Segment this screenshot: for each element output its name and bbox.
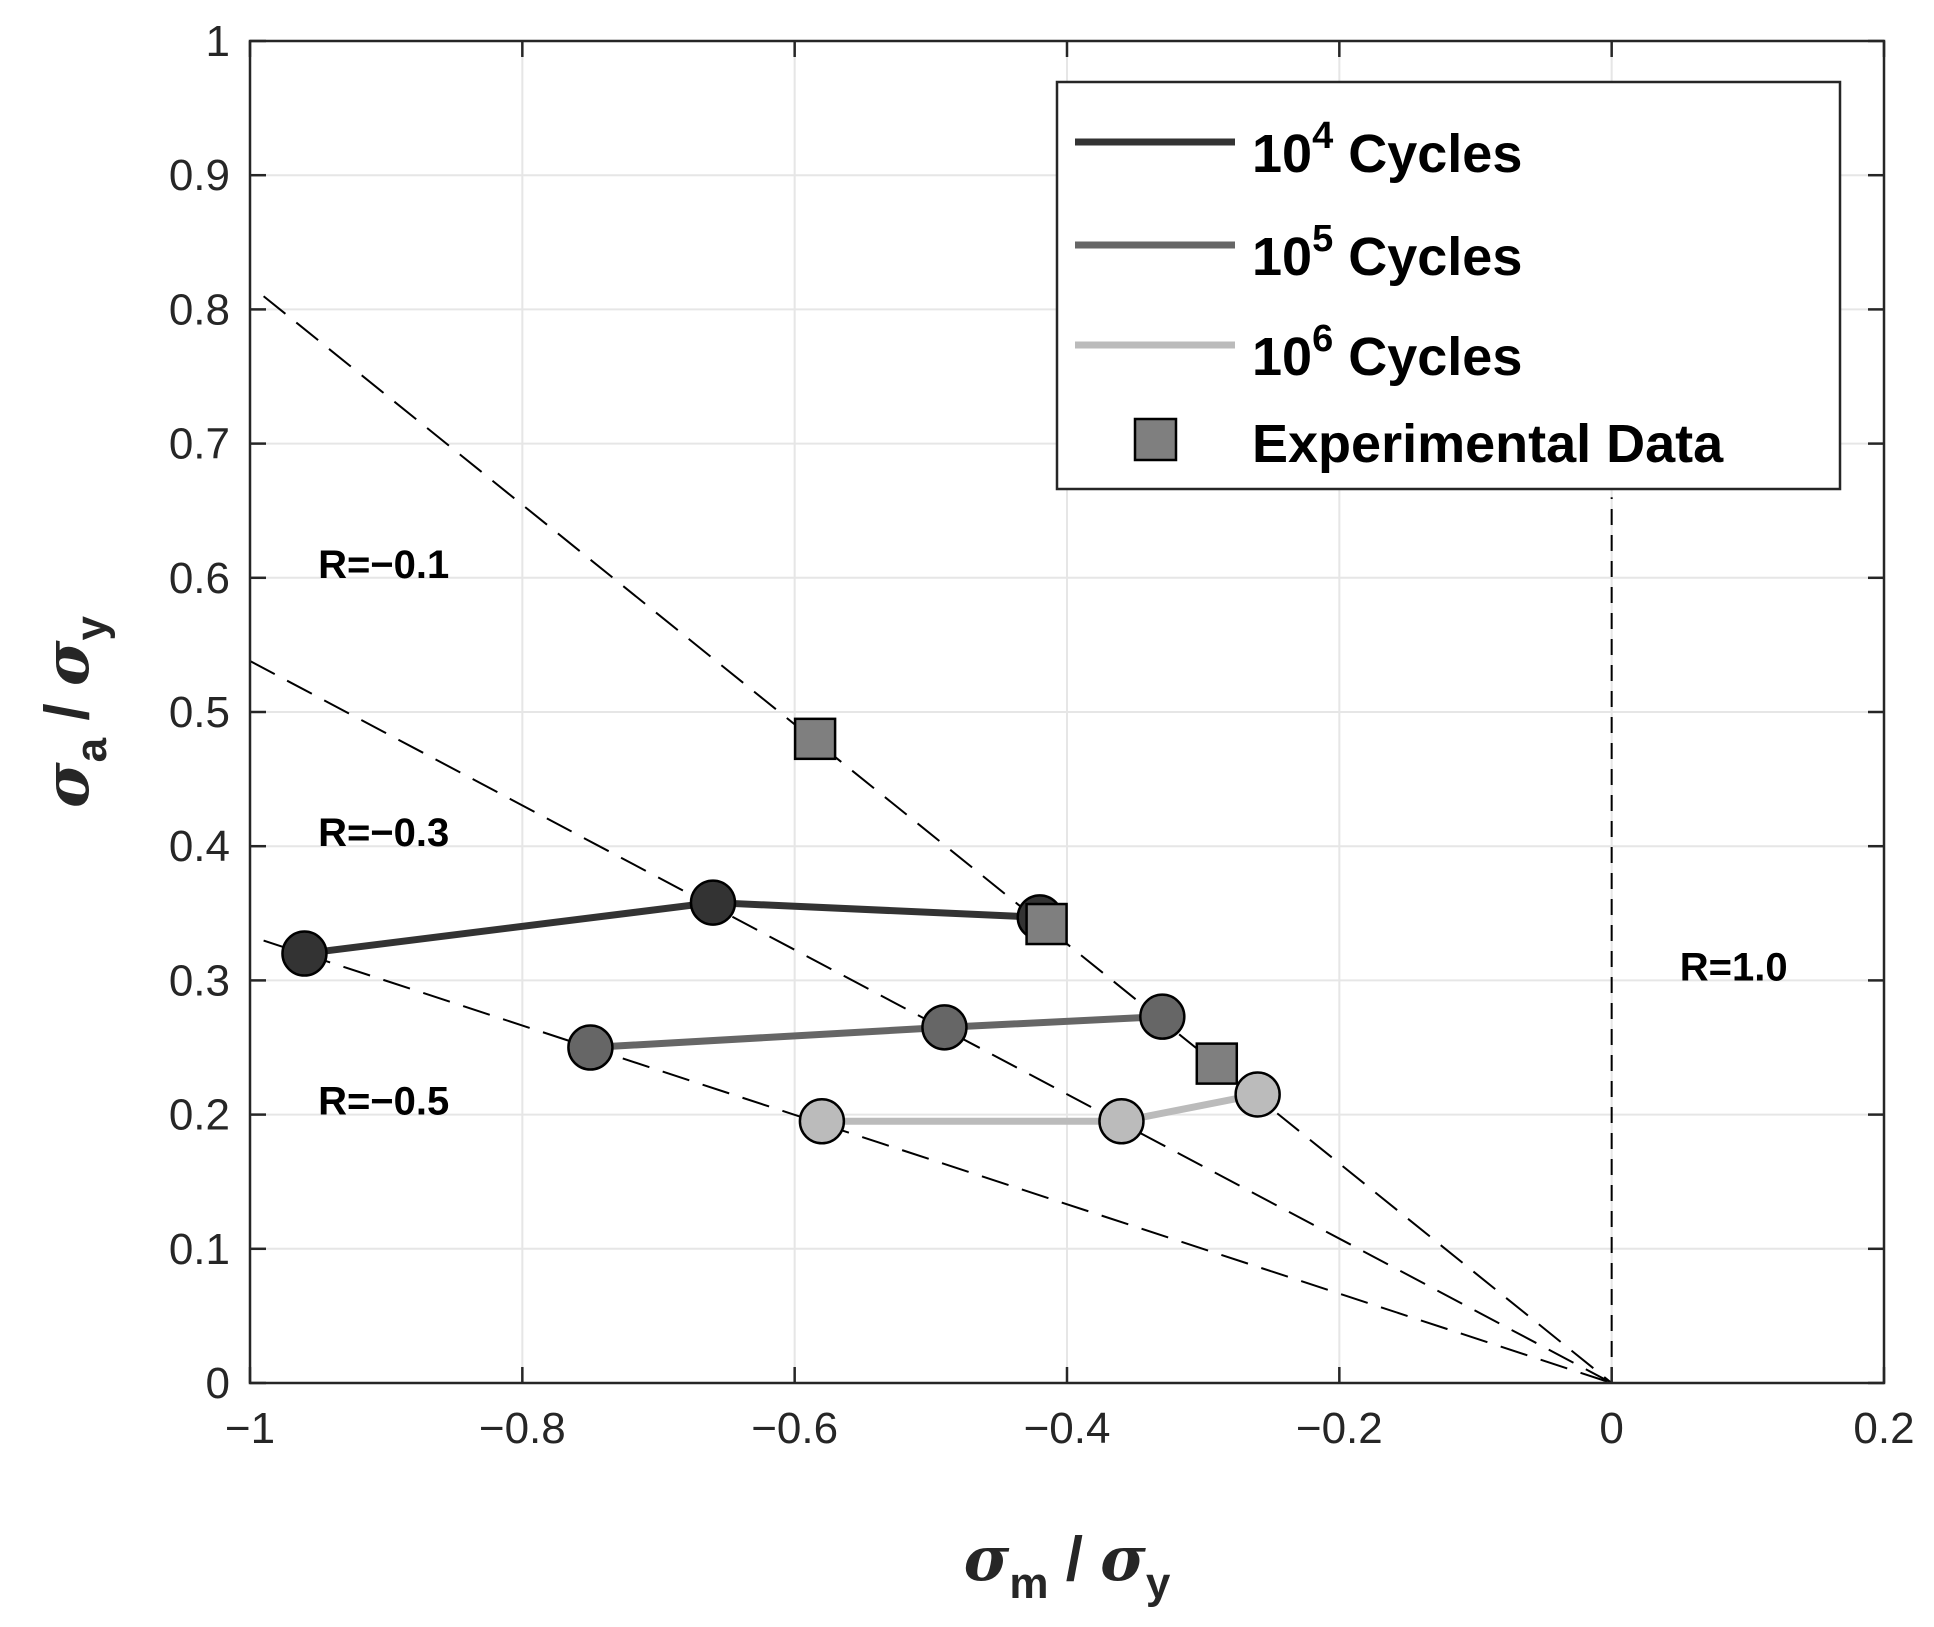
legend-suffix-10e4: Cycles [1333,124,1522,184]
y-axis-label: σa / σy [30,615,116,808]
x-tick-label: 0 [1599,1404,1623,1453]
x-label-sub: m [1009,1559,1048,1608]
ticks: −1 −0.8 −0.6 −0.4 −0.2 0 0.2 0 0.1 0.2 0.3 0.4 0.5 0.… [169,17,1915,1453]
reference-line-label: R=−0.3 [318,811,449,855]
x-label-sub2: y [1146,1559,1171,1608]
y-label-sub2: y [67,615,116,640]
y-tick-label: 0.4 [169,822,230,871]
reference-line [262,295,1613,1384]
series-point [567,1024,614,1071]
y-tick-label: 0.2 [169,1091,230,1140]
experimental-point [1195,1042,1239,1085]
series-point [281,930,328,977]
y-tick-label: 1 [206,17,230,66]
legend-exp-10e6: 6 [1312,318,1333,360]
y-tick-label: 0.5 [169,688,230,737]
legend-suffix-10e5: Cycles [1333,227,1522,287]
legend: 104 Cycles 105 Cycles 106 Cycles Experim… [1055,80,1842,491]
y-tick-label: 0.7 [169,420,230,469]
y-label-symbol: σ [30,762,103,808]
annotations: R=−0.1 R=−0.3 R=−0.5 R=1.0 [318,543,1788,1124]
series [281,879,1281,1145]
y-tick-label: 0 [206,1359,230,1408]
experimental-point [1025,902,1068,946]
legend-box [1055,80,1842,491]
reference-line-label: R=−0.5 [318,1080,449,1124]
series-point [1098,1098,1145,1145]
legend-label-10e5: 105 Cycles [1252,218,1522,287]
reference-line [263,939,1612,1384]
legend-marker-experimental [1133,417,1178,462]
x-tick-label: −0.4 [1024,1404,1111,1453]
legend-exp-10e5: 5 [1312,218,1333,260]
legend-label-10e6: 106 Cycles [1252,318,1522,387]
x-label-sep: / [1048,1525,1100,1594]
legend-base-10e4: 10 [1252,124,1312,184]
legend-base-10e5: 10 [1252,227,1312,287]
legend-base-10e6: 10 [1252,327,1312,387]
y-tick-label: 0.8 [169,285,230,334]
x-tick-label: 0.2 [1853,1404,1914,1453]
y-tick-label: 0.1 [169,1225,230,1274]
x-tick-label: −0.8 [479,1404,566,1453]
legend-suffix-10e6: Cycles [1333,327,1522,387]
y-tick-label: 0.9 [169,151,230,200]
experimental-data [793,717,1239,1085]
series-point [798,1098,846,1145]
x-tick-label: −0.6 [751,1404,838,1453]
reference-line-label: R=1.0 [1680,945,1788,989]
x-label-symbol: σ [964,1522,1010,1595]
experimental-point [793,717,837,761]
y-tick-label: 0.3 [169,956,230,1005]
legend-label-experimental: Experimental Data [1252,414,1724,474]
x-tick-label: −0.2 [1296,1404,1383,1453]
legend-exp-10e4: 4 [1312,115,1333,157]
y-label-sub: a [67,737,116,762]
x-label-symbol2: σ [1100,1522,1146,1595]
series-point [921,1004,968,1051]
series-point [689,879,737,926]
series-point [1139,993,1186,1040]
x-axis-label: σm / σy [964,1522,1171,1608]
reference-line-label: R=−0.1 [318,543,449,587]
legend-label-10e4: 104 Cycles [1252,115,1522,184]
y-label-sep: / [33,686,102,738]
series-point [1234,1071,1281,1118]
x-tick-label: −1 [225,1404,275,1453]
y-label-symbol2: σ [30,640,103,686]
y-tick-label: 0.6 [169,554,230,603]
